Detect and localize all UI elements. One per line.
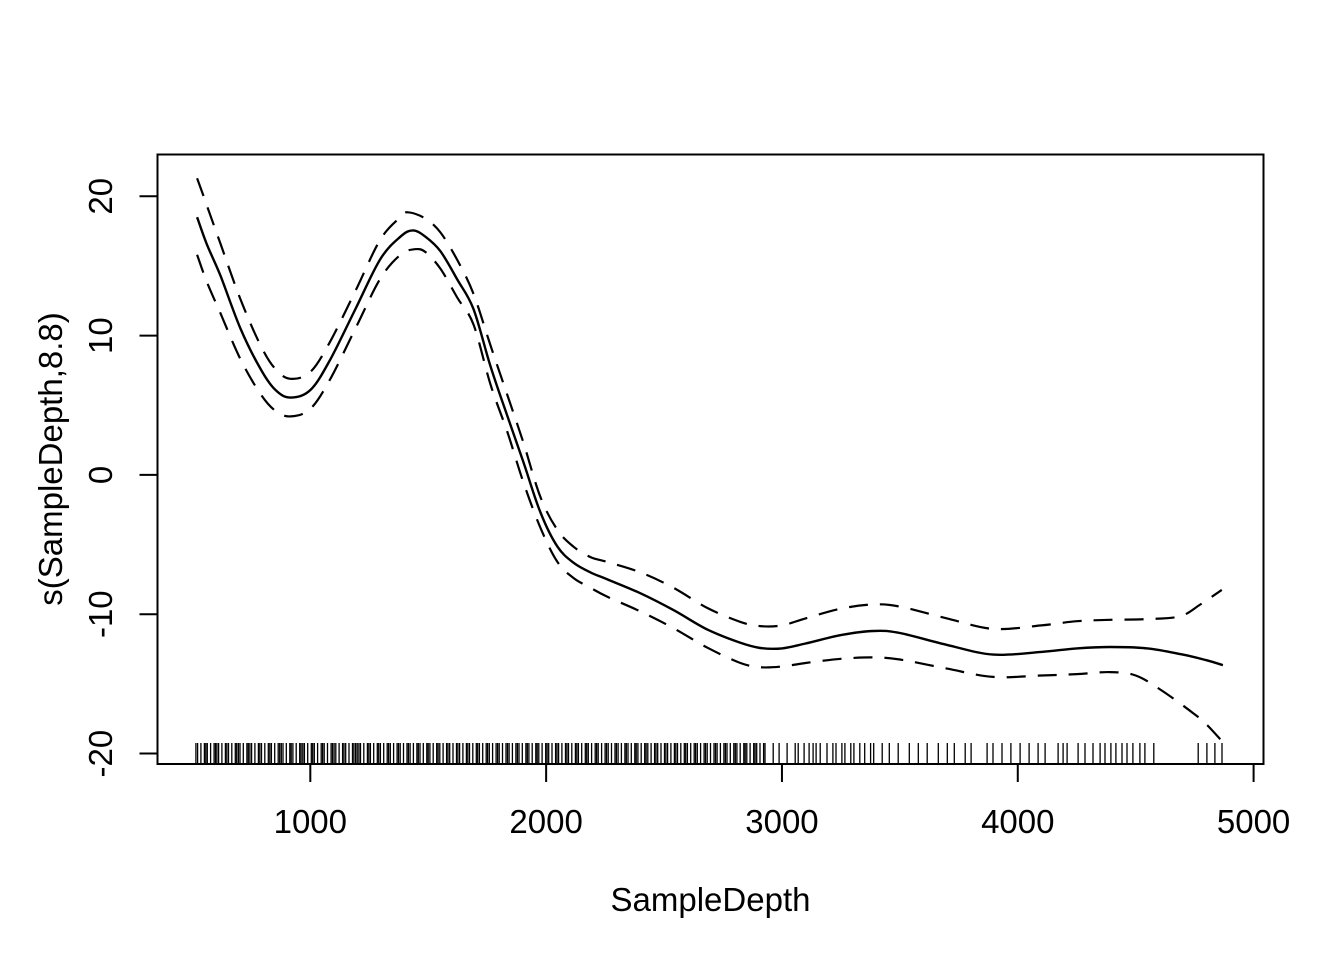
y-axis: -20 -10 0 10 20: [82, 178, 158, 778]
plot-box: [156, 153, 1265, 765]
upper-confidence-line: [196, 177, 1223, 631]
y-tick-label: 0: [82, 466, 119, 484]
x-tick-label: 5000: [1217, 803, 1290, 840]
x-axis-label: SampleDepth: [611, 881, 811, 918]
y-tick-label: -20: [82, 730, 119, 778]
x-tick-label: 1000: [274, 803, 347, 840]
smooth-fit-line: [195, 216, 1224, 667]
lower-confidence-line: [196, 247, 1224, 743]
x-tick-label: 4000: [981, 803, 1054, 840]
y-tick-label: 20: [82, 178, 119, 215]
rug-ticks: [195, 743, 1223, 763]
x-tick-label: 3000: [745, 803, 818, 840]
y-axis-label: s(SampleDepth,8.8): [32, 312, 69, 605]
y-tick-label: -10: [82, 590, 119, 638]
x-axis: 1000 2000 3000 4000 5000: [274, 764, 1290, 840]
y-tick-label: 10: [82, 317, 119, 354]
series-lines: [195, 177, 1224, 743]
x-tick-label: 2000: [509, 803, 582, 840]
